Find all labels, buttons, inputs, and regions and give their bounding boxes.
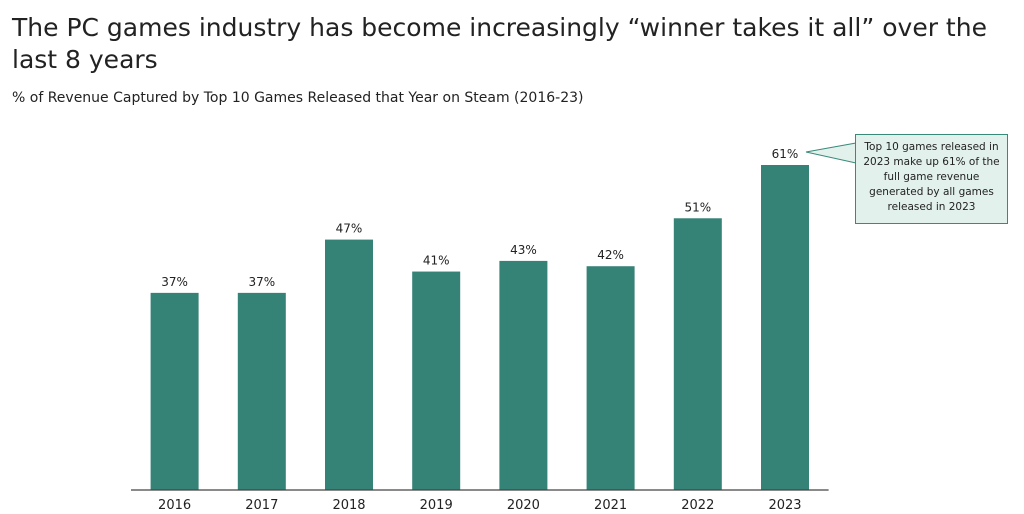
data-label-2021: 42% bbox=[597, 248, 624, 262]
bar-2019 bbox=[412, 271, 461, 490]
data-label-2017: 37% bbox=[248, 275, 275, 289]
x-tick-label-2018: 2018 bbox=[332, 498, 365, 513]
data-label-2022: 51% bbox=[684, 200, 711, 214]
chart-subtitle: % of Revenue Captured by Top 10 Games Re… bbox=[12, 90, 584, 106]
x-tick-label-2022: 2022 bbox=[681, 498, 714, 513]
bar-2018 bbox=[325, 239, 373, 490]
data-label-2018: 47% bbox=[336, 222, 363, 236]
bar-2021 bbox=[586, 266, 635, 490]
data-labels-group: 37% 37% 47% 41% 43% 42% 51% 61% bbox=[161, 147, 798, 289]
x-tick-labels-group: 2016 2017 2018 2019 2020 2021 2022 2023 bbox=[158, 498, 801, 513]
bar-2016 bbox=[150, 292, 199, 490]
annotation-callout: Top 10 games released in 2023 make up 61… bbox=[855, 134, 1008, 224]
bars-group bbox=[150, 165, 809, 490]
x-tick-label-2016: 2016 bbox=[158, 498, 191, 513]
data-label-2020: 43% bbox=[510, 243, 537, 257]
bar-2022 bbox=[673, 218, 722, 490]
x-tick-label-2023: 2023 bbox=[768, 498, 801, 513]
x-tick-label-2020: 2020 bbox=[507, 498, 540, 513]
x-tick-label-2019: 2019 bbox=[420, 498, 453, 513]
data-label-2016: 37% bbox=[161, 275, 188, 289]
x-tick-label-2017: 2017 bbox=[245, 498, 278, 513]
bar-2017 bbox=[237, 292, 286, 490]
callout-pointer bbox=[805, 142, 857, 164]
data-label-2019: 41% bbox=[423, 254, 450, 268]
bar-2023 bbox=[761, 165, 809, 490]
bar-2020 bbox=[499, 260, 548, 490]
data-label-2023: 61% bbox=[772, 147, 799, 161]
x-tick-label-2021: 2021 bbox=[594, 498, 627, 513]
page-title: The PC games industry has become increas… bbox=[12, 13, 987, 74]
